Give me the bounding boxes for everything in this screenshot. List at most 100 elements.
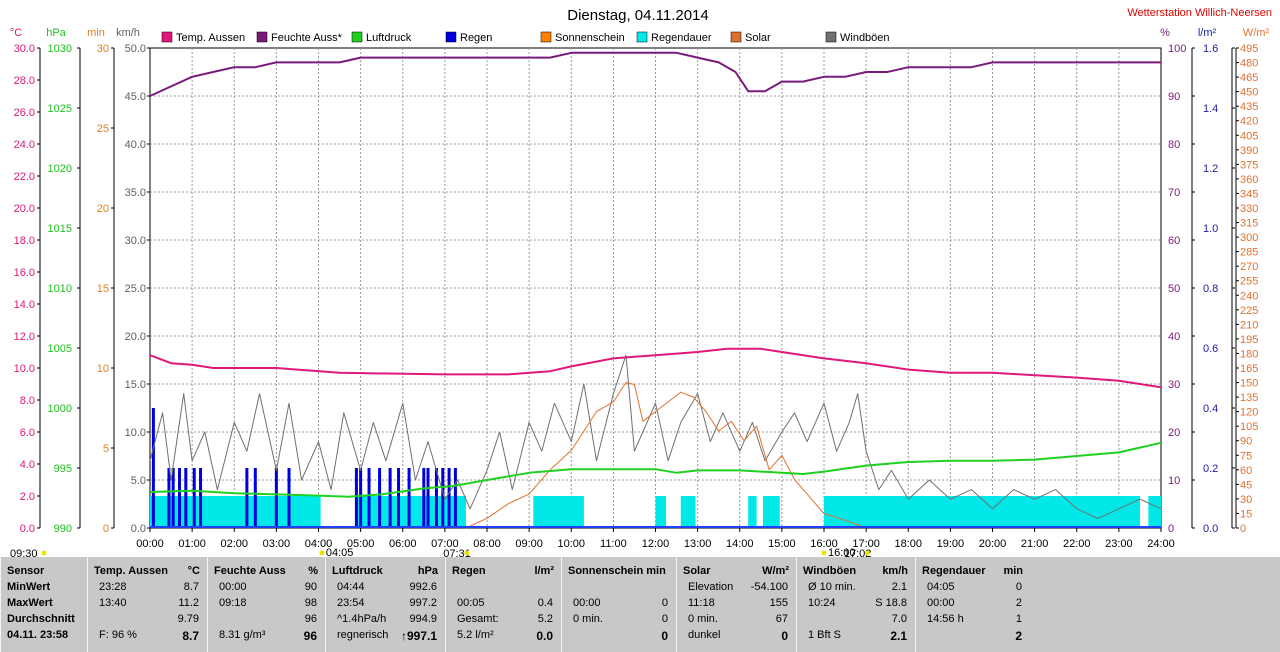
tick-label: 24.0 <box>14 139 35 151</box>
tick-label: 1.6 <box>1203 43 1218 55</box>
x-tick-label: 09:00 <box>515 538 543 550</box>
x-tick-label: 02:00 <box>220 538 248 550</box>
rain-bar <box>453 468 457 528</box>
tick-label: 1.0 <box>1203 223 1218 235</box>
tick-label: 90 <box>1168 91 1180 103</box>
regendauer-block <box>150 496 321 528</box>
stats-row-label: 04.11. 23:58 <box>7 629 69 641</box>
tick-label: 30 <box>1168 379 1180 391</box>
stats-cell-label: 23:54 <box>337 597 365 609</box>
x-tick-label: 14:00 <box>726 538 754 550</box>
stats-cell-value: 8.7 <box>183 581 199 593</box>
tick-label: 22.0 <box>14 171 35 183</box>
stats-column <box>676 557 796 652</box>
sun-marker <box>319 550 325 556</box>
stats-cell-value: 96 <box>303 629 317 643</box>
stats-cell-value: 0 <box>661 613 668 625</box>
x-tick-label: 22:00 <box>1063 538 1091 550</box>
legend-label: Sonnenschein <box>555 32 625 44</box>
tick-label: 135 <box>1240 392 1258 404</box>
rain-bar <box>367 468 371 528</box>
legend-swatch <box>256 31 268 43</box>
legend-label: Feuchte Auss* <box>271 32 343 44</box>
stats-cell-label: 10:24 <box>808 597 836 609</box>
rain-bar <box>378 468 382 528</box>
stats-cell-value: 994.9 <box>409 613 437 625</box>
tick-label: 5 <box>103 443 109 455</box>
tick-label: 15 <box>1240 508 1252 520</box>
stats-cell-value: 0.0 <box>536 629 553 643</box>
tick-label: 10.0 <box>14 363 35 375</box>
stats-header-unit: km/h <box>882 565 908 577</box>
stats-cell-label: 14:56 h <box>927 613 964 625</box>
tick-label: 225 <box>1240 305 1258 317</box>
stats-cell-label: 8.31 g/m³ <box>219 629 266 641</box>
rain-bar <box>434 468 438 528</box>
tick-label: 285 <box>1240 247 1258 259</box>
axis-unit-labels: °C hPa min km/h% l/m² W/m² <box>10 27 1270 39</box>
stats-cell-value: S 18.8 <box>875 597 907 609</box>
tick-label: 0.4 <box>1203 403 1218 415</box>
regendauer-block <box>824 496 1140 528</box>
stats-cell-label: 5.2 l/m² <box>457 629 494 641</box>
legend-swatch <box>540 31 552 43</box>
axis-unit: % <box>1160 27 1170 39</box>
humidity-line <box>149 51 1161 97</box>
x-tick-label: 12:00 <box>642 538 670 550</box>
tick-label: 30 <box>1240 494 1252 506</box>
tick-label: 495 <box>1240 43 1258 55</box>
tick-label: 15 <box>97 283 109 295</box>
regendauer-block <box>533 496 584 528</box>
temperature-line <box>149 347 1162 389</box>
tick-label: 50.0 <box>125 43 146 55</box>
stats-header: Regen <box>452 565 486 577</box>
stats-cell-value: 1 <box>1015 613 1022 625</box>
stats-cell-value: 0 <box>661 597 668 609</box>
tick-label: 25.0 <box>125 283 146 295</box>
right-axes: 10090807060504030201001.61.41.21.00.80.6… <box>1168 43 1258 535</box>
time-marker-label: 16:00 <box>828 547 856 557</box>
x-tick-label: 03:00 <box>263 538 291 550</box>
x-tick-label: 11:00 <box>600 538 627 550</box>
tick-label: 100 <box>1168 43 1186 55</box>
rain-bar <box>397 468 401 528</box>
rain-bar <box>354 468 358 528</box>
regendauer-block <box>680 496 696 528</box>
luftdruck-line <box>149 441 1162 498</box>
stats-cell-label: 04:05 <box>927 581 955 593</box>
tick-label: 10 <box>1168 475 1180 487</box>
rain-bar <box>422 468 426 528</box>
stats-cell-label: 0 min. <box>573 613 603 625</box>
tick-label: 60 <box>1168 235 1180 247</box>
stats-cell-label: 23:28 <box>99 581 127 593</box>
tick-label: 40.0 <box>125 139 146 151</box>
stats-column <box>0 557 87 652</box>
stats-cell-label: 0 min. <box>688 613 718 625</box>
legend-label: Solar <box>745 32 771 44</box>
tick-label: 50 <box>1168 283 1180 295</box>
tick-label: 8.0 <box>20 395 35 407</box>
stats-column <box>325 557 445 652</box>
tick-label: 60 <box>1240 465 1252 477</box>
tick-label: 345 <box>1240 188 1258 200</box>
stats-row-label: Durchschnitt <box>7 613 75 625</box>
x-tick-label: 15:00 <box>768 538 796 550</box>
tick-label: 210 <box>1240 319 1258 331</box>
tick-label: 390 <box>1240 145 1258 157</box>
stats-cell-label: 11:18 <box>688 597 715 609</box>
tick-label: 45 <box>1240 479 1252 491</box>
stats-header-unit: W/m² <box>762 565 789 577</box>
stats-cell-value: 0 <box>1015 581 1022 593</box>
tick-label: 14.0 <box>14 299 35 311</box>
tick-label: 450 <box>1240 87 1258 99</box>
tick-label: 330 <box>1240 203 1258 215</box>
solar-line <box>465 382 867 529</box>
tick-label: 105 <box>1240 421 1258 433</box>
sun-marker <box>821 550 827 556</box>
legend-swatch <box>730 31 742 43</box>
tick-label: 1.2 <box>1203 163 1218 175</box>
tick-label: 15.0 <box>125 379 146 391</box>
x-tick-label: 23:00 <box>1105 538 1133 550</box>
tick-label: 75 <box>1240 450 1252 462</box>
